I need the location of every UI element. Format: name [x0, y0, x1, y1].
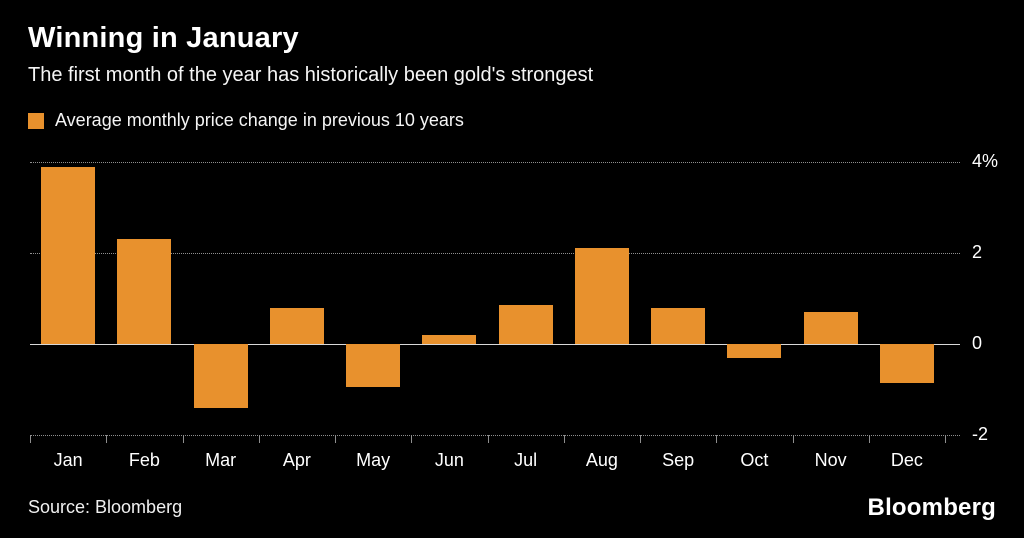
x-axis-label: Dec — [890, 450, 923, 470]
x-axis-tick — [716, 435, 718, 443]
bar — [41, 166, 96, 344]
x-axis-label: Nov — [814, 450, 847, 470]
legend-label: Average monthly price change in previous… — [55, 110, 464, 130]
x-axis-label: Jun — [434, 450, 464, 470]
gridline — [30, 162, 960, 163]
bar — [193, 344, 248, 408]
y-axis-label: 0 — [972, 333, 983, 353]
x-axis-label: Mar — [205, 450, 237, 470]
bar — [651, 307, 706, 344]
bar — [346, 344, 401, 388]
x-axis-tick — [106, 435, 108, 443]
x-axis-tick — [487, 435, 489, 443]
x-axis-label: Aug — [585, 450, 618, 470]
bloomberg-logo: Bloomberg — [867, 494, 996, 521]
x-axis-label: Oct — [740, 450, 769, 470]
x-axis-tick — [182, 435, 184, 443]
bar — [498, 305, 553, 344]
gridline — [30, 253, 960, 254]
x-axis-label: Jul — [514, 450, 538, 470]
bar — [803, 312, 858, 344]
gridline — [30, 435, 960, 436]
x-axis-label: Sep — [662, 450, 695, 470]
y-axis-label: -2 — [972, 424, 989, 444]
page-title: Winning in January — [28, 22, 299, 54]
x-axis-tick — [411, 435, 413, 443]
x-axis-tick — [945, 435, 946, 443]
zero-baseline — [30, 344, 960, 345]
y-axis-label: 2 — [972, 242, 983, 262]
bar — [879, 344, 934, 383]
x-axis-tick — [563, 435, 565, 443]
bar — [727, 344, 782, 358]
bar — [574, 248, 629, 344]
chart-subtitle: The first month of the year has historic… — [28, 64, 594, 86]
x-axis-tick — [258, 435, 260, 443]
bar — [269, 307, 324, 344]
x-axis-tick — [640, 435, 641, 443]
y-axis-label: 4% — [972, 151, 999, 171]
legend: Average monthly price change in previous… — [28, 110, 464, 131]
x-axis-label: Feb — [128, 450, 160, 470]
bar — [422, 334, 477, 344]
legend-swatch-icon — [28, 112, 44, 129]
x-axis-label: Jan — [53, 450, 83, 470]
source-note: Source: Bloomberg — [28, 497, 183, 517]
x-axis-label: May — [356, 450, 391, 470]
x-axis-tick — [30, 435, 31, 443]
x-axis-label: Apr — [282, 450, 311, 470]
bar — [117, 239, 172, 344]
x-axis-tick — [868, 435, 870, 443]
x-axis-tick — [335, 435, 336, 443]
x-axis-tick — [792, 435, 794, 443]
